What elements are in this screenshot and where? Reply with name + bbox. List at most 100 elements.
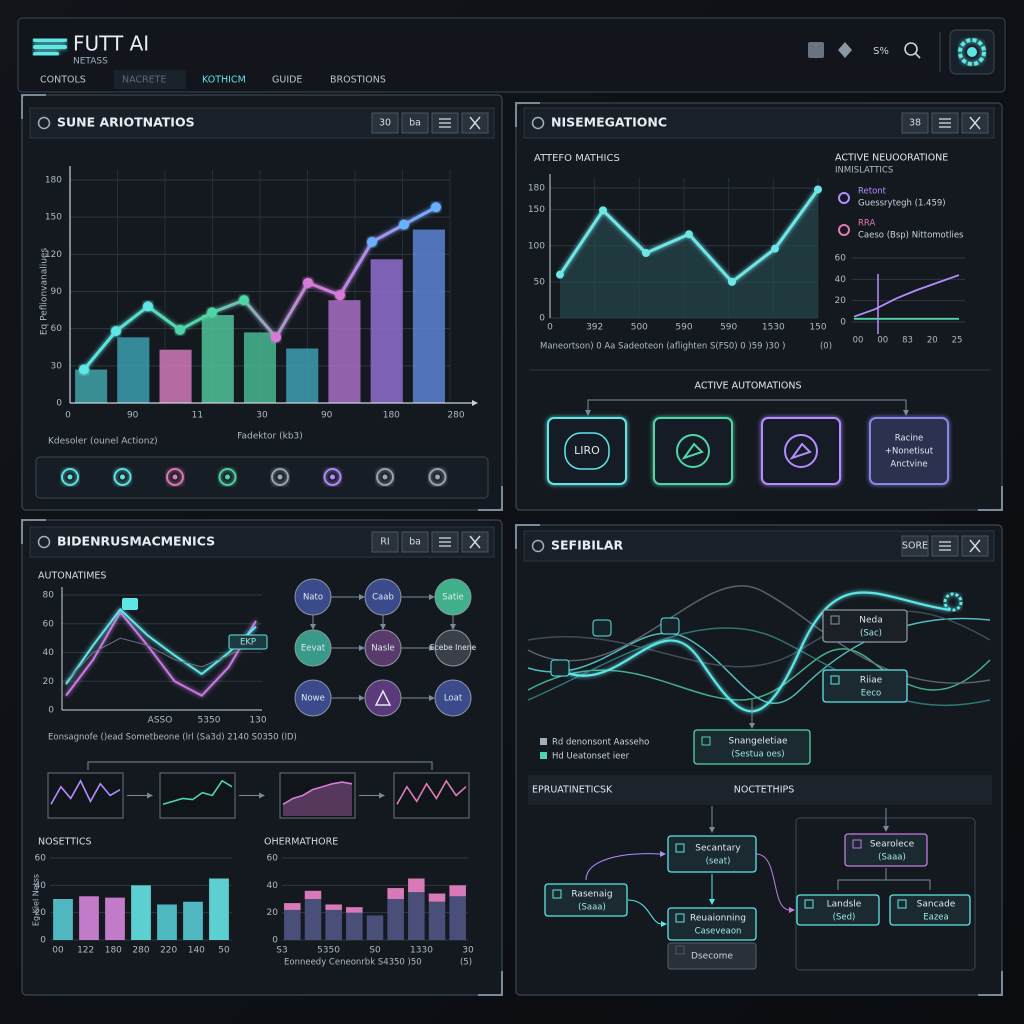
flow-node[interactable] xyxy=(294,578,332,616)
flow-node[interactable] xyxy=(434,578,472,616)
toolbar-icon[interactable] xyxy=(61,468,79,486)
wave-node[interactable] xyxy=(550,659,570,677)
y-tick-label: 50 xyxy=(534,277,546,287)
flow-box xyxy=(667,907,757,941)
y-tick-label: 120 xyxy=(45,250,62,260)
arrow-head xyxy=(903,410,909,416)
x-tick-label: S3 xyxy=(276,946,287,956)
flow-node[interactable] xyxy=(294,629,332,667)
node-label: Nasle xyxy=(371,644,395,654)
flow-box xyxy=(796,894,880,926)
nav-tab[interactable]: BROSTIONS xyxy=(330,75,386,86)
thumbnail[interactable] xyxy=(393,772,470,819)
tile-icon xyxy=(676,434,710,468)
chart-caption: Kdesoler (ounel Actionz) xyxy=(48,437,158,447)
flow-node[interactable] xyxy=(364,629,402,667)
toolbar-icon[interactable] xyxy=(428,468,447,486)
x-tick-label: 1530 xyxy=(762,323,785,333)
flow-node[interactable] xyxy=(364,679,402,717)
arrow-head xyxy=(359,695,365,701)
y-tick-label: 30 xyxy=(51,361,63,371)
panel-accent xyxy=(21,94,503,511)
wave xyxy=(527,610,991,668)
wave-node[interactable] xyxy=(660,617,680,635)
arrow-head xyxy=(883,826,889,832)
bar xyxy=(79,896,99,940)
chart-title: NOSETTICS xyxy=(38,837,92,848)
x-tick-label: 180 xyxy=(105,946,122,956)
box-title: Secantary xyxy=(695,844,741,854)
panel-button[interactable] xyxy=(401,112,429,134)
automation-tile[interactable] xyxy=(653,417,733,485)
x-tick-label: 00 xyxy=(52,946,64,956)
wave-accent xyxy=(559,591,951,713)
toolbar-icon[interactable] xyxy=(166,468,184,486)
tile-icon xyxy=(681,442,704,460)
box-icon xyxy=(552,889,562,899)
thumbnail[interactable] xyxy=(47,772,124,819)
chart-title: OHERMATHORE xyxy=(264,837,338,848)
y-tick-label: 40 xyxy=(43,648,55,658)
box-subtitle: (seat) xyxy=(706,857,731,867)
flow-node[interactable] xyxy=(434,679,472,717)
close-icon xyxy=(969,116,981,130)
y-tick-label: 150 xyxy=(45,213,62,223)
search-icon xyxy=(914,52,921,59)
box-icon xyxy=(701,736,711,746)
box-icon xyxy=(852,839,862,849)
panel-button-label: RI xyxy=(380,537,389,548)
flow-node[interactable] xyxy=(294,679,332,717)
arrow-head xyxy=(661,921,667,927)
chart-caption: Eonneedy Ceneonrbk S4350 )50 xyxy=(284,958,422,968)
panel-button[interactable] xyxy=(371,112,399,134)
stacked-segment xyxy=(325,909,342,940)
flow-node[interactable] xyxy=(434,629,472,667)
box-subtitle: (Sac) xyxy=(860,629,882,639)
gear[interactable] xyxy=(958,38,986,66)
toolbar-icon[interactable] xyxy=(113,468,132,486)
search-icon[interactable] xyxy=(904,42,918,56)
toolbar-icon[interactable] xyxy=(218,468,237,486)
y-tick-label: 60 xyxy=(267,854,279,864)
panel-button[interactable] xyxy=(371,531,399,553)
panel-button[interactable] xyxy=(901,112,929,134)
arrow-head xyxy=(359,594,365,600)
close-icon xyxy=(469,116,481,130)
bar xyxy=(131,885,151,940)
y-tick-label: 60 xyxy=(835,254,847,264)
nav-tab[interactable]: CONTOLS xyxy=(40,75,86,86)
stacked-segment xyxy=(408,892,425,940)
automation-tile[interactable] xyxy=(869,417,949,485)
x-tick-label: S0 xyxy=(369,946,381,956)
area-point xyxy=(728,277,736,286)
arrow-head xyxy=(147,792,153,799)
panel-button-label: 30 xyxy=(379,118,391,129)
nav-tab[interactable]: KOTHICM xyxy=(202,75,246,86)
legend-label: Hd Ueatonset ieer xyxy=(552,752,630,762)
panel-title: SEFIBILAR xyxy=(551,538,624,553)
legend-marker xyxy=(838,192,850,204)
section-title: EPRUATINETICSK xyxy=(532,785,613,796)
stacked-segment xyxy=(387,899,404,940)
box-subtitle: Eazea xyxy=(923,913,948,923)
automation-tile[interactable] xyxy=(761,417,841,485)
automation-tile[interactable] xyxy=(547,417,627,485)
header-icon[interactable] xyxy=(808,42,824,58)
x-tick-label: 140 xyxy=(188,946,205,956)
x-axis-label: Fadektor (kb3) xyxy=(237,432,303,442)
panel-button[interactable] xyxy=(401,531,429,553)
toolbar-icon[interactable] xyxy=(323,468,342,486)
x-tick-label: 25 xyxy=(952,336,963,346)
wave-node[interactable] xyxy=(592,619,612,637)
header-icon[interactable] xyxy=(838,42,852,58)
nav-tab[interactable]: GUIDE xyxy=(272,75,302,86)
panel-button[interactable] xyxy=(901,535,929,557)
toolbar-icon[interactable] xyxy=(376,468,394,486)
legend-label: Rd denonsont Aasseho xyxy=(552,738,649,748)
box-title: Sancade xyxy=(917,900,956,910)
tile-label: Anctvine xyxy=(890,460,927,470)
x-tick-label: 90 xyxy=(127,411,139,421)
flow-node[interactable] xyxy=(364,578,402,616)
thumbnail[interactable] xyxy=(279,772,356,819)
toolbar-icon[interactable] xyxy=(271,468,289,486)
